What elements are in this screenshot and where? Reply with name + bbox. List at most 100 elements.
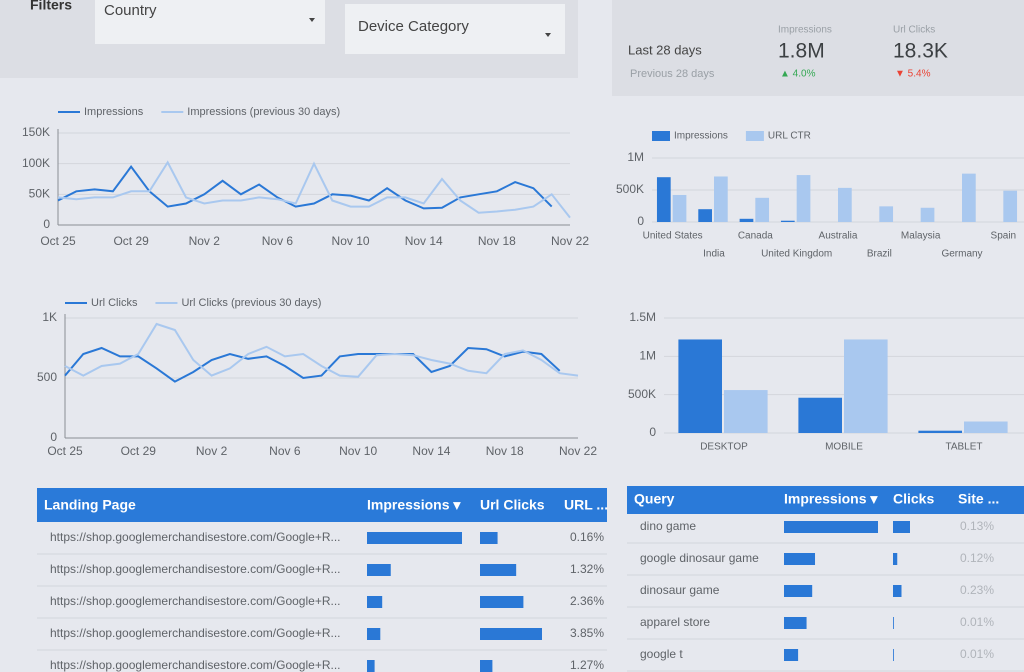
row-label: dinosaur game [640, 583, 720, 597]
bar [920, 207, 935, 222]
x-tick-label: Nov 18 [486, 444, 524, 458]
impressions-bar [367, 660, 375, 672]
bar [798, 397, 842, 433]
legend-swatch [745, 131, 764, 141]
x-tick-label: Oct 25 [47, 444, 83, 458]
bar [739, 218, 754, 222]
row-label: https://shop.googlemerchandisestore.com/… [50, 626, 341, 640]
clicks-bar [893, 617, 894, 629]
y-tick-label: 1.5M [629, 310, 656, 324]
ctr-value: 0.16% [570, 530, 604, 544]
x-tick-label: Nov 2 [189, 234, 221, 248]
column-header: Site ... [958, 491, 999, 507]
y-tick-label: 500K [628, 387, 656, 401]
x-tick-label: Nov 2 [196, 444, 228, 458]
x-tick-label: Nov 14 [412, 444, 450, 458]
ctr-value: 0.23% [960, 583, 994, 597]
row-label: https://shop.googlemerchandisestore.com/… [50, 658, 341, 672]
y-tick-label: 50K [29, 187, 50, 201]
bar [656, 177, 671, 222]
y-tick-label: 0 [43, 217, 50, 231]
clicks-bar [480, 628, 542, 640]
y-tick-label: 500 [37, 370, 57, 384]
period-label: Last 28 days [628, 42, 702, 57]
series-line [57, 160, 571, 219]
bar [838, 187, 852, 222]
x-tick-label: Nov 10 [339, 444, 377, 458]
column-header: Landing Page [44, 497, 136, 513]
row-label: google dinosaur game [640, 551, 759, 565]
x-tick-label: DESKTOP [700, 442, 748, 453]
metric-name: Url Clicks [893, 25, 935, 36]
x-tick-label: TABLET [945, 442, 982, 453]
ctr-value: 0.01% [960, 647, 994, 661]
dropdown-label[interactable]: Device Category [358, 18, 469, 35]
dropdown-label[interactable]: Country [104, 2, 157, 19]
clicks-bar [893, 521, 910, 533]
clicks-bar [480, 532, 498, 544]
bar [678, 339, 722, 433]
legend-swatch [652, 131, 670, 141]
x-tick-label: Germany [941, 249, 982, 260]
bar [796, 175, 811, 222]
row-label: https://shop.googlemerchandisestore.com/… [50, 562, 341, 576]
ctr-value: 1.32% [570, 562, 604, 576]
bar [724, 390, 768, 433]
filters-label: Filters [30, 0, 72, 13]
metric-delta: ▼ 5.4% [895, 69, 931, 80]
y-tick-label: 0 [50, 430, 57, 444]
legend-label: Impressions (previous 30 days) [187, 106, 340, 118]
ctr-value: 0.12% [960, 551, 994, 565]
impressions-bar [367, 564, 391, 576]
metric-value: 18.3K [893, 40, 948, 63]
ctr-value: 0.01% [960, 615, 994, 629]
impressions-bar [367, 628, 381, 640]
bar [714, 176, 728, 222]
device-dropdown[interactable] [345, 4, 565, 54]
bar [879, 206, 894, 222]
row-label: apparel store [640, 615, 710, 629]
clicks-bar [893, 585, 902, 597]
y-tick-label: 0 [649, 425, 656, 439]
ctr-value: 0.13% [960, 519, 994, 533]
column-header: URL ... [564, 497, 608, 513]
row-label: dino game [640, 519, 696, 533]
series-line [64, 322, 579, 378]
series-line [64, 346, 561, 383]
row-label: https://shop.googlemerchandisestore.com/… [50, 530, 341, 544]
x-tick-label: Brazil [867, 249, 892, 260]
column-header[interactable]: Impressions ▾ [367, 497, 461, 513]
clicks-bar [893, 649, 894, 661]
y-tick-label: 1M [627, 150, 644, 164]
bar [698, 209, 712, 222]
scorecard-panel [612, 0, 1024, 96]
column-header[interactable]: Impressions ▾ [784, 491, 878, 507]
x-tick-label: Australia [819, 231, 858, 242]
x-tick-label: Nov 14 [405, 234, 443, 248]
query-table-header [627, 486, 1024, 514]
bar [918, 430, 962, 433]
bar [780, 220, 795, 222]
x-tick-label: Oct 25 [40, 234, 76, 248]
x-tick-label: Nov 18 [478, 234, 516, 248]
bar [672, 194, 687, 222]
y-tick-label: 1M [639, 349, 656, 363]
previous-label: Previous 28 days [630, 68, 715, 80]
x-tick-label: Nov 6 [262, 234, 294, 248]
country-dropdown[interactable] [95, 0, 325, 44]
x-tick-label: United States [643, 231, 703, 242]
column-header: Query [634, 491, 675, 507]
y-tick-label: 150K [22, 125, 50, 139]
clicks-bar [480, 564, 517, 576]
x-tick-label: Nov 22 [551, 234, 589, 248]
metric-value: 1.8M [778, 40, 825, 63]
x-tick-label: Malaysia [901, 231, 941, 242]
impressions-bar [784, 521, 878, 533]
x-tick-label: Oct 29 [121, 444, 157, 458]
bar [964, 421, 1008, 433]
metric-delta: ▲ 4.0% [780, 69, 816, 80]
legend-label: Url Clicks (previous 30 days) [181, 297, 321, 309]
bar [1003, 190, 1018, 222]
x-tick-label: MOBILE [825, 442, 863, 453]
